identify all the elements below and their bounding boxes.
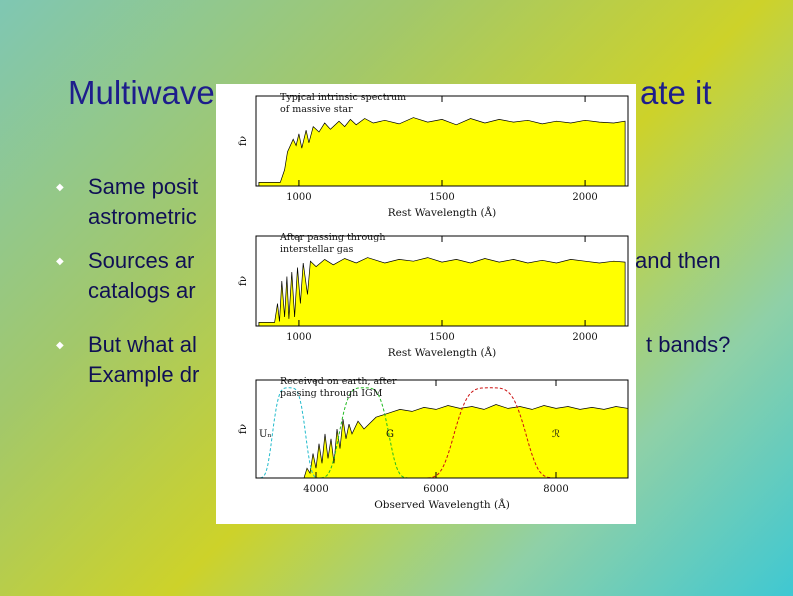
x-tick-label: 2000: [572, 192, 597, 203]
plot-annotation: passing through IGM: [280, 388, 383, 399]
slide-title: Multiwave ate it: [68, 74, 718, 112]
x-tick-label: 1500: [429, 192, 454, 203]
filter-label: ℛ: [552, 429, 560, 440]
bullet-3-line-2: Example dr: [88, 362, 200, 387]
slide-title-left: Multiwave: [68, 74, 215, 111]
x-axis-label: Rest Wavelength (Å): [388, 205, 497, 219]
bullet-marker-icon: ◆: [56, 256, 64, 267]
bullet-2-line-1: Sources ar: [88, 248, 195, 273]
y-axis-label: fν: [237, 276, 249, 286]
filter-label: G: [386, 429, 394, 440]
y-axis-label: fν: [237, 424, 249, 434]
x-tick-label: 4000: [303, 484, 328, 495]
bullet-1-line-1: Same posit: [88, 174, 199, 199]
bullet-marker-icon: ◆: [56, 340, 64, 351]
bullet-3-tail: t bands?: [646, 332, 731, 357]
x-tick-label: 1000: [286, 192, 311, 203]
filter-curve-2: [320, 387, 408, 479]
filter-label: Uₙ: [259, 429, 272, 440]
bullet-3: ◆ But what al Example dr t bands?: [56, 330, 768, 390]
filter-curve-1: [260, 387, 318, 479]
y-axis-label: fν: [237, 136, 249, 146]
bullet-2-line-2: catalogs ar: [88, 278, 196, 303]
bullet-3-line-1: But what al: [88, 332, 197, 357]
spectrum-area-3: [256, 404, 629, 479]
spectrum-figure: 1000 1500 2000 Rest Wavelength (Å) fν Typical…: [216, 84, 636, 524]
x-tick-label: 2000: [572, 332, 597, 343]
bullet-marker-icon: ◆: [56, 182, 64, 193]
x-axis-label: Rest Wavelength (Å): [388, 345, 497, 359]
filter-curve-3: [427, 387, 553, 479]
x-tick-label: 1500: [429, 332, 454, 343]
x-tick-label: 8000: [543, 484, 568, 495]
bullet-2: ◆ Sources ar catalogs ar and then: [56, 246, 768, 306]
spectrum-area-2: [258, 257, 626, 327]
plot-annotation: Typical intrinsic spectrum: [280, 92, 406, 103]
spectrum-area-1: [258, 117, 626, 187]
x-axis-label: Observed Wavelength (Å): [374, 497, 510, 511]
x-tick-label: 1000: [286, 332, 311, 343]
plot-annotation: interstellar gas: [280, 244, 353, 255]
bullet-2-tail: and then: [635, 248, 721, 273]
spectrum-figure-svg: 1000 1500 2000 Rest Wavelength (Å) fν Typical…: [237, 92, 629, 511]
plot-annotation: of massive star: [280, 104, 353, 115]
plot-annotation: After passing through: [279, 232, 385, 243]
slide-title-right: ate it: [640, 74, 712, 111]
plot-frame-3: [255, 379, 629, 479]
plot-annotation: Received on earth, after: [280, 376, 397, 387]
bullet-1-line-2: astrometric: [88, 204, 197, 229]
x-tick-label: 6000: [423, 484, 448, 495]
bullet-1: ◆ Same posit astrometric: [56, 172, 768, 232]
